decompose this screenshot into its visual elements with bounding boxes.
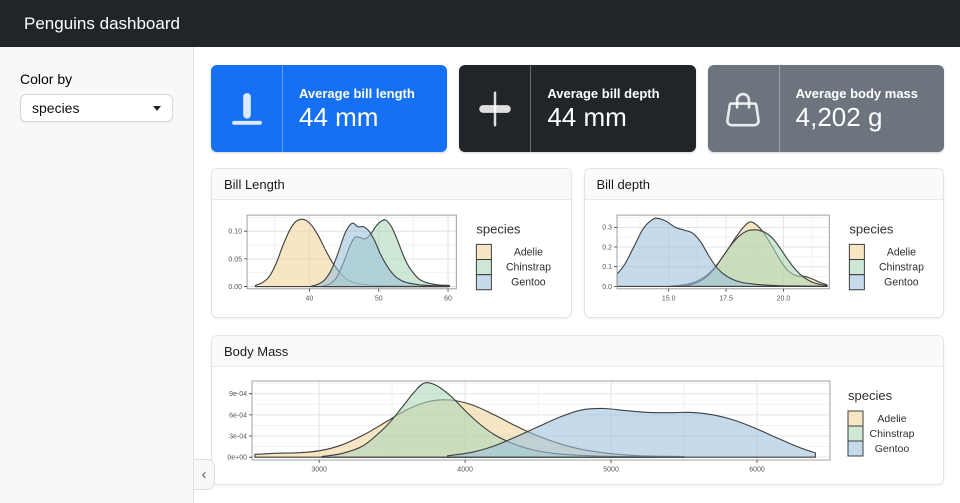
svg-text:Gentoo: Gentoo (884, 277, 919, 289)
svg-text:3e-04: 3e-04 (229, 433, 247, 440)
navbar: Penguins dashboard (0, 0, 960, 47)
card-bill-length: Bill Length 40 50 60 0.00 0.05 0.10 species Ade… (211, 168, 572, 318)
svg-text:Adelie: Adelie (877, 413, 906, 425)
align-center-icon (479, 90, 511, 127)
svg-text:4000: 4000 (457, 467, 473, 474)
card-body-mass: Body Mass 3000 4000 5000 6000 0e+00 3e-04 6e-0… (211, 335, 944, 485)
card-header: Bill depth (584, 169, 943, 200)
svg-text:Gentoo: Gentoo (511, 277, 546, 289)
svg-text:0.0: 0.0 (602, 284, 612, 291)
svg-text:Adelie: Adelie (886, 246, 915, 258)
value-box-body: Average bill length 44 mm (283, 65, 447, 152)
svg-text:0.2: 0.2 (602, 244, 612, 251)
svg-text:0.00: 0.00 (228, 284, 242, 291)
bill-length-density-plot: 40 50 60 0.00 0.05 0.10 species Adelie Chinstrap… (228, 214, 551, 302)
card-header: Bill Length (212, 169, 571, 200)
value-box-body: Average bill depth 44 mm (531, 65, 695, 152)
svg-text:60: 60 (444, 295, 452, 302)
svg-text:0.3: 0.3 (602, 225, 612, 232)
value-box-title: Average bill length (299, 85, 415, 101)
svg-text:40: 40 (306, 295, 314, 302)
svg-text:Chinstrap: Chinstrap (870, 428, 915, 440)
svg-text:15.0: 15.0 (661, 295, 675, 302)
card-body: 15.0 17.5 20.0 0.0 0.1 0.2 0.3 species Adelie Chi… (585, 200, 944, 317)
svg-text:0.05: 0.05 (228, 256, 242, 263)
value-box-title: Average body mass (795, 85, 919, 101)
svg-text:Chinstrap: Chinstrap (506, 262, 551, 274)
color-by-select[interactable]: species (20, 94, 173, 122)
svg-text:17.5: 17.5 (719, 295, 733, 302)
body-mass-density-plot: 3000 4000 5000 6000 0e+00 3e-04 6e-04 9e-04 spec… (227, 380, 915, 474)
svg-text:0.1: 0.1 (602, 264, 612, 271)
value-box-body-mass: Average body mass 4,202 g (707, 65, 944, 152)
value-box-bill-depth: Average bill depth 44 mm (459, 65, 696, 152)
value-box-bill-length: Average bill length 44 mm (211, 65, 448, 152)
align-bottom-icon (231, 92, 262, 125)
svg-text:Gentoo: Gentoo (875, 443, 910, 455)
svg-text:species: species (476, 221, 521, 236)
value-box-title: Average bill depth (547, 85, 660, 101)
svg-text:Chinstrap: Chinstrap (878, 262, 923, 274)
value-box-value: 44 mm (547, 101, 627, 132)
value-box-showcase (708, 65, 780, 152)
sidebar: Color by species (0, 47, 194, 503)
value-box-value: 4,202 g (795, 101, 883, 132)
value-box-showcase (459, 65, 532, 152)
color-by-label: Color by (20, 71, 73, 87)
color-by-select-value: species (32, 100, 80, 116)
sidebar-collapse-toggle[interactable]: ‹ (194, 459, 215, 490)
svg-text:20.0: 20.0 (776, 295, 790, 302)
chevron-left-icon: ‹ (201, 466, 207, 483)
card-body: 40 50 60 0.00 0.05 0.10 species Adelie Chinstrap… (212, 200, 571, 317)
card-header: Body Mass (212, 336, 943, 367)
value-box-value: 44 mm (299, 101, 379, 132)
svg-text:species: species (849, 221, 894, 236)
app-layout: Color by species ‹ (0, 47, 960, 503)
value-box-row: Average bill length 44 mm Average bill d… (211, 65, 944, 152)
chevron-down-icon (153, 105, 161, 111)
svg-text:5000: 5000 (603, 467, 619, 474)
cards-row: Bill Length 40 50 60 0.00 0.05 0.10 species Ade… (211, 168, 944, 318)
svg-text:3000: 3000 (311, 467, 327, 474)
card-body: 3000 4000 5000 6000 0e+00 3e-04 6e-04 9e-04 spec… (212, 367, 943, 484)
svg-text:0e+00: 0e+00 (227, 455, 247, 462)
svg-text:species: species (848, 388, 893, 403)
value-box-showcase (211, 65, 283, 152)
svg-text:6e-04: 6e-04 (229, 412, 247, 419)
card-bill-depth: Bill depth 15.0 17.5 20.0 0.0 0.1 0.2 0.3 speci… (583, 168, 944, 318)
main-content: Average bill length 44 mm Average bill d… (194, 47, 960, 503)
bill-depth-density-plot: 15.0 17.5 20.0 0.0 0.1 0.2 0.3 species Adelie Chi… (602, 214, 924, 302)
svg-text:50: 50 (375, 295, 383, 302)
svg-text:0.10: 0.10 (228, 229, 242, 236)
value-box-body: Average body mass 4,202 g (780, 65, 944, 152)
app-title: Penguins dashboard (24, 13, 180, 33)
svg-text:9e-04: 9e-04 (229, 391, 247, 398)
handbag-icon (726, 92, 760, 126)
svg-text:6000: 6000 (749, 467, 765, 474)
svg-text:Adelie: Adelie (514, 246, 543, 258)
